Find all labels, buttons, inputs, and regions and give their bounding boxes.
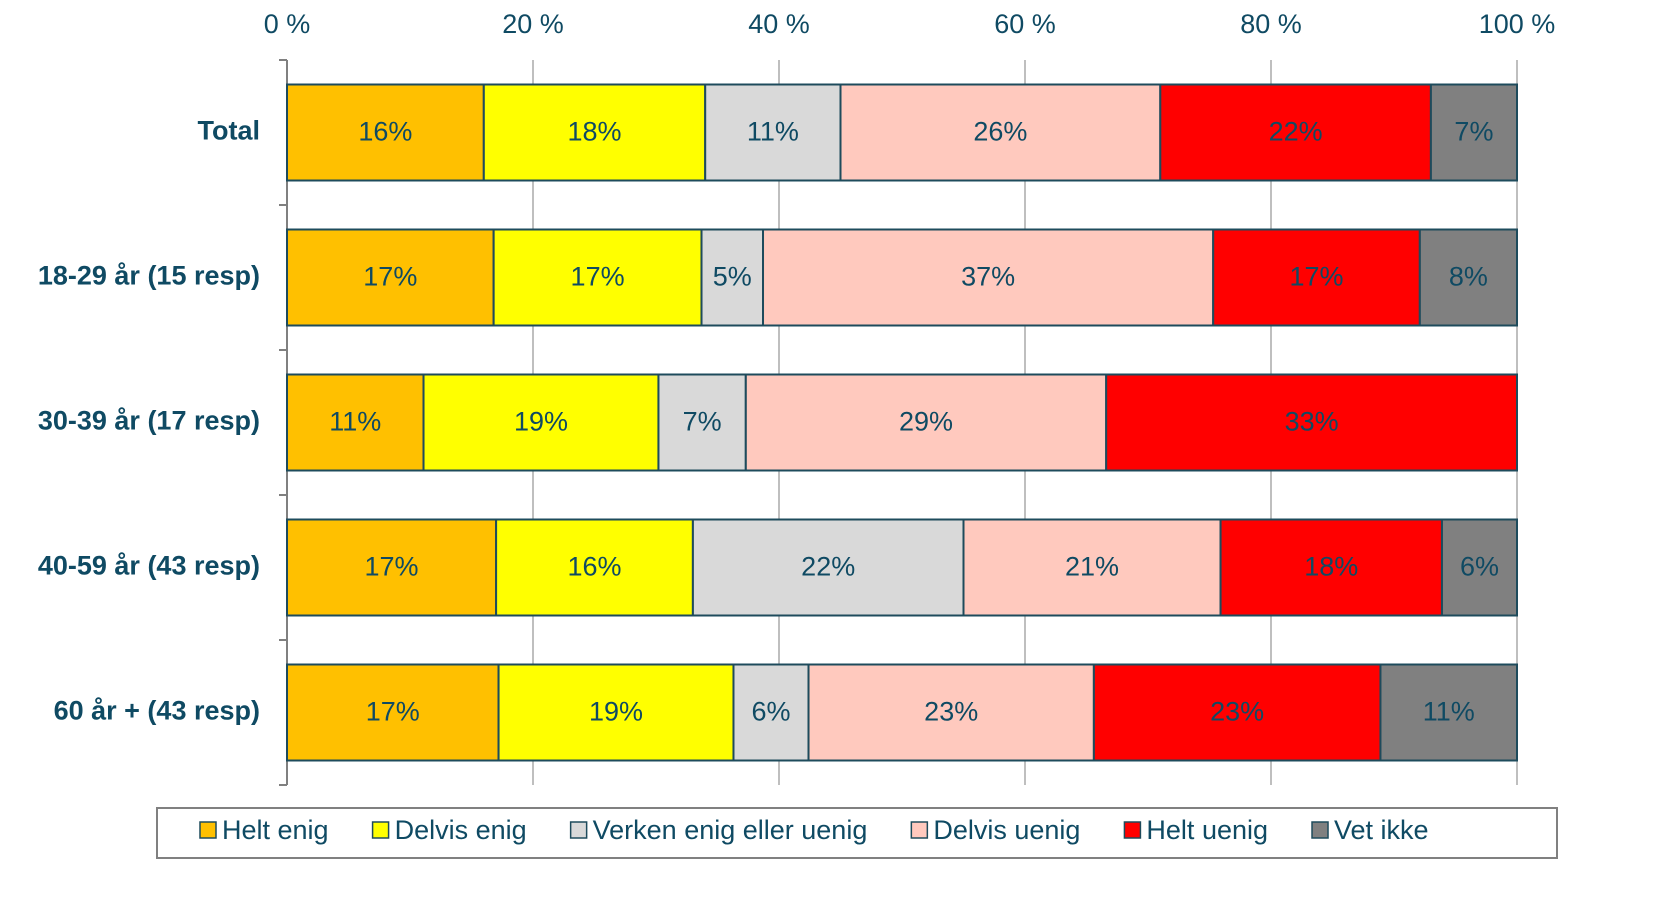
x-tick-label: 60 % xyxy=(994,9,1056,39)
category-label: 18-29 år (15 resp) xyxy=(38,261,260,291)
data-label: 17% xyxy=(365,552,419,582)
data-label: 6% xyxy=(751,697,790,727)
bar-segment xyxy=(286,518,498,617)
legend-swatch xyxy=(910,821,929,839)
bar-segment xyxy=(839,83,1162,182)
bar-segment xyxy=(1418,228,1518,327)
data-label: 7% xyxy=(683,407,722,437)
category-label: Total xyxy=(198,116,261,146)
bar-segment xyxy=(286,228,495,327)
bar-segment xyxy=(422,373,660,472)
bar-segment xyxy=(704,83,842,182)
data-label: 5% xyxy=(713,262,752,292)
data-label: 19% xyxy=(589,697,643,727)
legend-swatch xyxy=(371,821,390,839)
legend-swatch xyxy=(1311,821,1329,839)
legend-label: Delvis uenig xyxy=(933,815,1080,845)
data-label: 17% xyxy=(571,262,625,292)
x-tick-label: 40 % xyxy=(748,9,810,39)
bar-segment xyxy=(286,373,425,472)
data-label: 18% xyxy=(1304,552,1358,582)
data-label: 16% xyxy=(567,552,621,582)
data-label: 26% xyxy=(973,117,1027,147)
data-label: 17% xyxy=(1289,262,1343,292)
legend-label: Verken enig eller uenig xyxy=(593,815,868,845)
bar-segment xyxy=(1219,518,1443,617)
data-label: 11% xyxy=(1423,697,1475,727)
bar-segment xyxy=(1429,83,1519,182)
data-label: 23% xyxy=(1210,697,1264,727)
data-label: 23% xyxy=(924,697,978,727)
bar-segment xyxy=(286,663,500,762)
x-tick-label: 20 % xyxy=(502,9,564,39)
data-label: 17% xyxy=(366,697,420,727)
x-tick-label: 80 % xyxy=(1240,9,1302,39)
legend-swatch xyxy=(1123,821,1142,839)
legend-label: Delvis enig xyxy=(395,815,527,845)
bar-segment xyxy=(1379,663,1518,762)
bar-segment xyxy=(482,83,707,182)
category-label: 60 år + (43 resp) xyxy=(54,696,260,726)
data-label: 17% xyxy=(363,262,417,292)
data-label: 11% xyxy=(747,117,799,147)
bar-segment xyxy=(495,518,694,617)
data-label: 33% xyxy=(1285,407,1339,437)
data-label: 11% xyxy=(329,407,381,437)
data-label: 6% xyxy=(1460,552,1499,582)
data-label: 29% xyxy=(899,407,953,437)
legend-label: Vet ikke xyxy=(1334,815,1429,845)
legend-label: Helt uenig xyxy=(1146,815,1268,845)
bar-segment xyxy=(657,373,747,472)
bar-segment xyxy=(744,373,1108,472)
data-label: 22% xyxy=(801,552,855,582)
data-label: 16% xyxy=(358,117,412,147)
bar-segment xyxy=(1105,373,1519,472)
data-label: 8% xyxy=(1449,262,1488,292)
bar-segment xyxy=(762,228,1215,327)
bar-segment xyxy=(1440,518,1518,617)
legend-swatch xyxy=(199,821,217,839)
bar-segment xyxy=(1092,663,1382,762)
bar-segment xyxy=(286,83,485,182)
bar-segment xyxy=(732,663,810,762)
x-tick-label: 0 % xyxy=(264,9,311,39)
bar-segment xyxy=(1212,228,1421,327)
legend-label: Helt enig xyxy=(222,815,329,845)
category-label: 30-39 år (17 resp) xyxy=(38,406,260,436)
data-label: 22% xyxy=(1269,117,1323,147)
bar-segment xyxy=(1159,83,1432,182)
x-tick-label: 100 % xyxy=(1479,9,1556,39)
legend-swatch xyxy=(569,821,588,839)
data-label: 18% xyxy=(567,117,621,147)
data-label: 37% xyxy=(961,262,1015,292)
data-label: 7% xyxy=(1454,117,1493,147)
bar-segment xyxy=(497,663,735,762)
data-label: 21% xyxy=(1065,552,1119,582)
bar-segment xyxy=(691,518,965,617)
data-label: 19% xyxy=(514,407,568,437)
bar-segment xyxy=(700,228,765,327)
category-label: 40-59 år (43 resp) xyxy=(38,551,260,581)
